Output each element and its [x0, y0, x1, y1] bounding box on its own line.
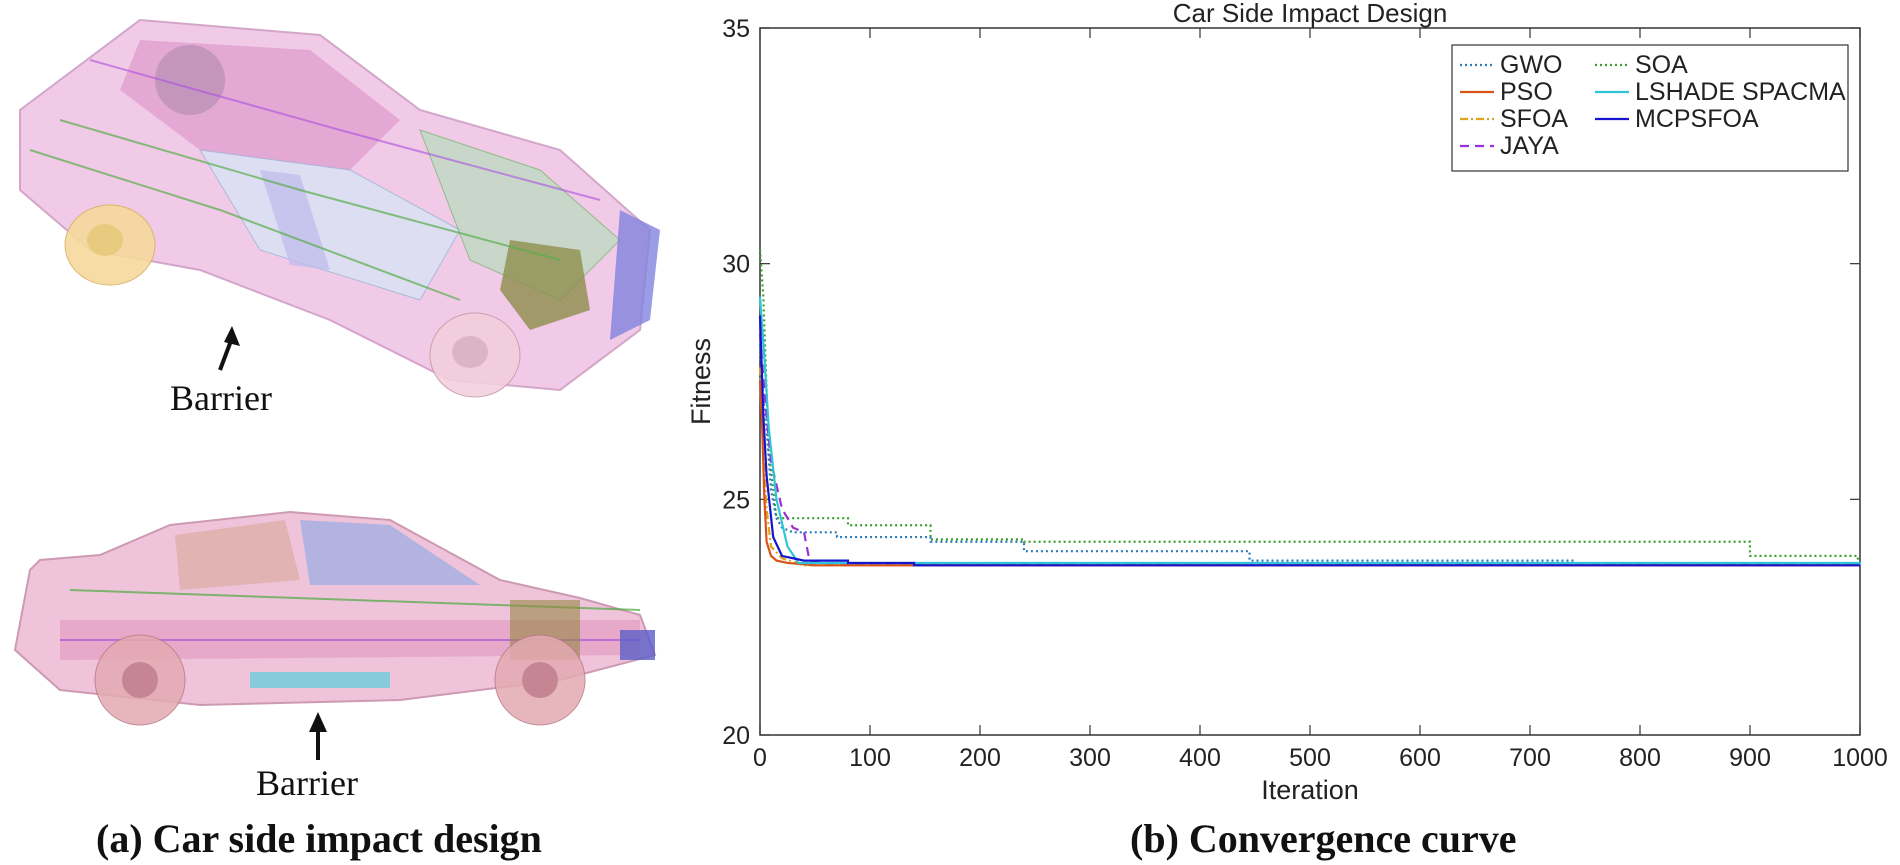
series-line-gwo — [758, 343, 1574, 562]
x-tick-label: 800 — [1619, 744, 1661, 772]
legend-label: PSO — [1500, 78, 1553, 106]
barrier-arrow-top — [218, 326, 240, 371]
legend-label: SOA — [1635, 51, 1688, 79]
legend-label: JAYA — [1500, 132, 1559, 160]
series-line-lshade-spacma — [758, 296, 1862, 566]
barrier-label-top: Barrier — [170, 378, 272, 418]
axis-ticks: 0 100 200 300 400 500 600 700 800 900 1000 20 25 30 35 — [722, 15, 1888, 772]
barrier-label-bottom: Barrier — [256, 763, 358, 800]
legend-box — [1451, 44, 1849, 172]
x-tick-label: 700 — [1509, 744, 1551, 772]
series-line-soa — [758, 249, 1861, 567]
y-tick-label: 30 — [722, 251, 750, 279]
legend-label: GWO — [1500, 51, 1563, 79]
x-tick-label: 100 — [849, 744, 891, 772]
x-axis-label: Iteration — [1261, 775, 1359, 805]
x-tick-label: 500 — [1289, 744, 1331, 772]
barrier-arrow-bottom — [309, 712, 327, 760]
chart-title: Car Side Impact Design — [1173, 0, 1448, 28]
caption-right: (b) Convergence curve — [1130, 816, 1517, 861]
x-tick-label: 200 — [959, 744, 1001, 772]
x-tick-label: 600 — [1399, 744, 1441, 772]
legend-label: MCPSFOA — [1635, 105, 1759, 133]
series-line-mcpsfoa — [758, 315, 1860, 567]
y-tick-label: 20 — [722, 722, 750, 750]
car-side-view — [13, 510, 657, 726]
y-axis-label: Fitness — [686, 338, 716, 425]
car-3d-view — [19, 18, 660, 398]
x-tick-label: 300 — [1069, 744, 1111, 772]
y-tick-label: 35 — [722, 15, 750, 43]
car-illustration-panel: Barrier Barrier — [0, 0, 720, 865]
x-tick-label: 900 — [1729, 744, 1771, 772]
legend-label: SFOA — [1500, 105, 1568, 133]
car-illustration: Barrier Barrier — [13, 18, 660, 803]
caption-left: (a) Car side impact design — [96, 816, 542, 861]
y-tick-label: 25 — [722, 486, 750, 514]
convergence-chart: 0 100 200 300 400 500 600 700 800 900 1000 20 25 30 35… — [686, 0, 1888, 805]
legend-label: LSHADE SPACMA — [1635, 78, 1846, 106]
series-line-pso — [758, 381, 1860, 567]
x-tick-label: 0 — [753, 744, 767, 772]
x-tick-label: 400 — [1179, 744, 1221, 772]
x-tick-label: 1000 — [1832, 744, 1888, 772]
series-layer — [758, 249, 1862, 567]
